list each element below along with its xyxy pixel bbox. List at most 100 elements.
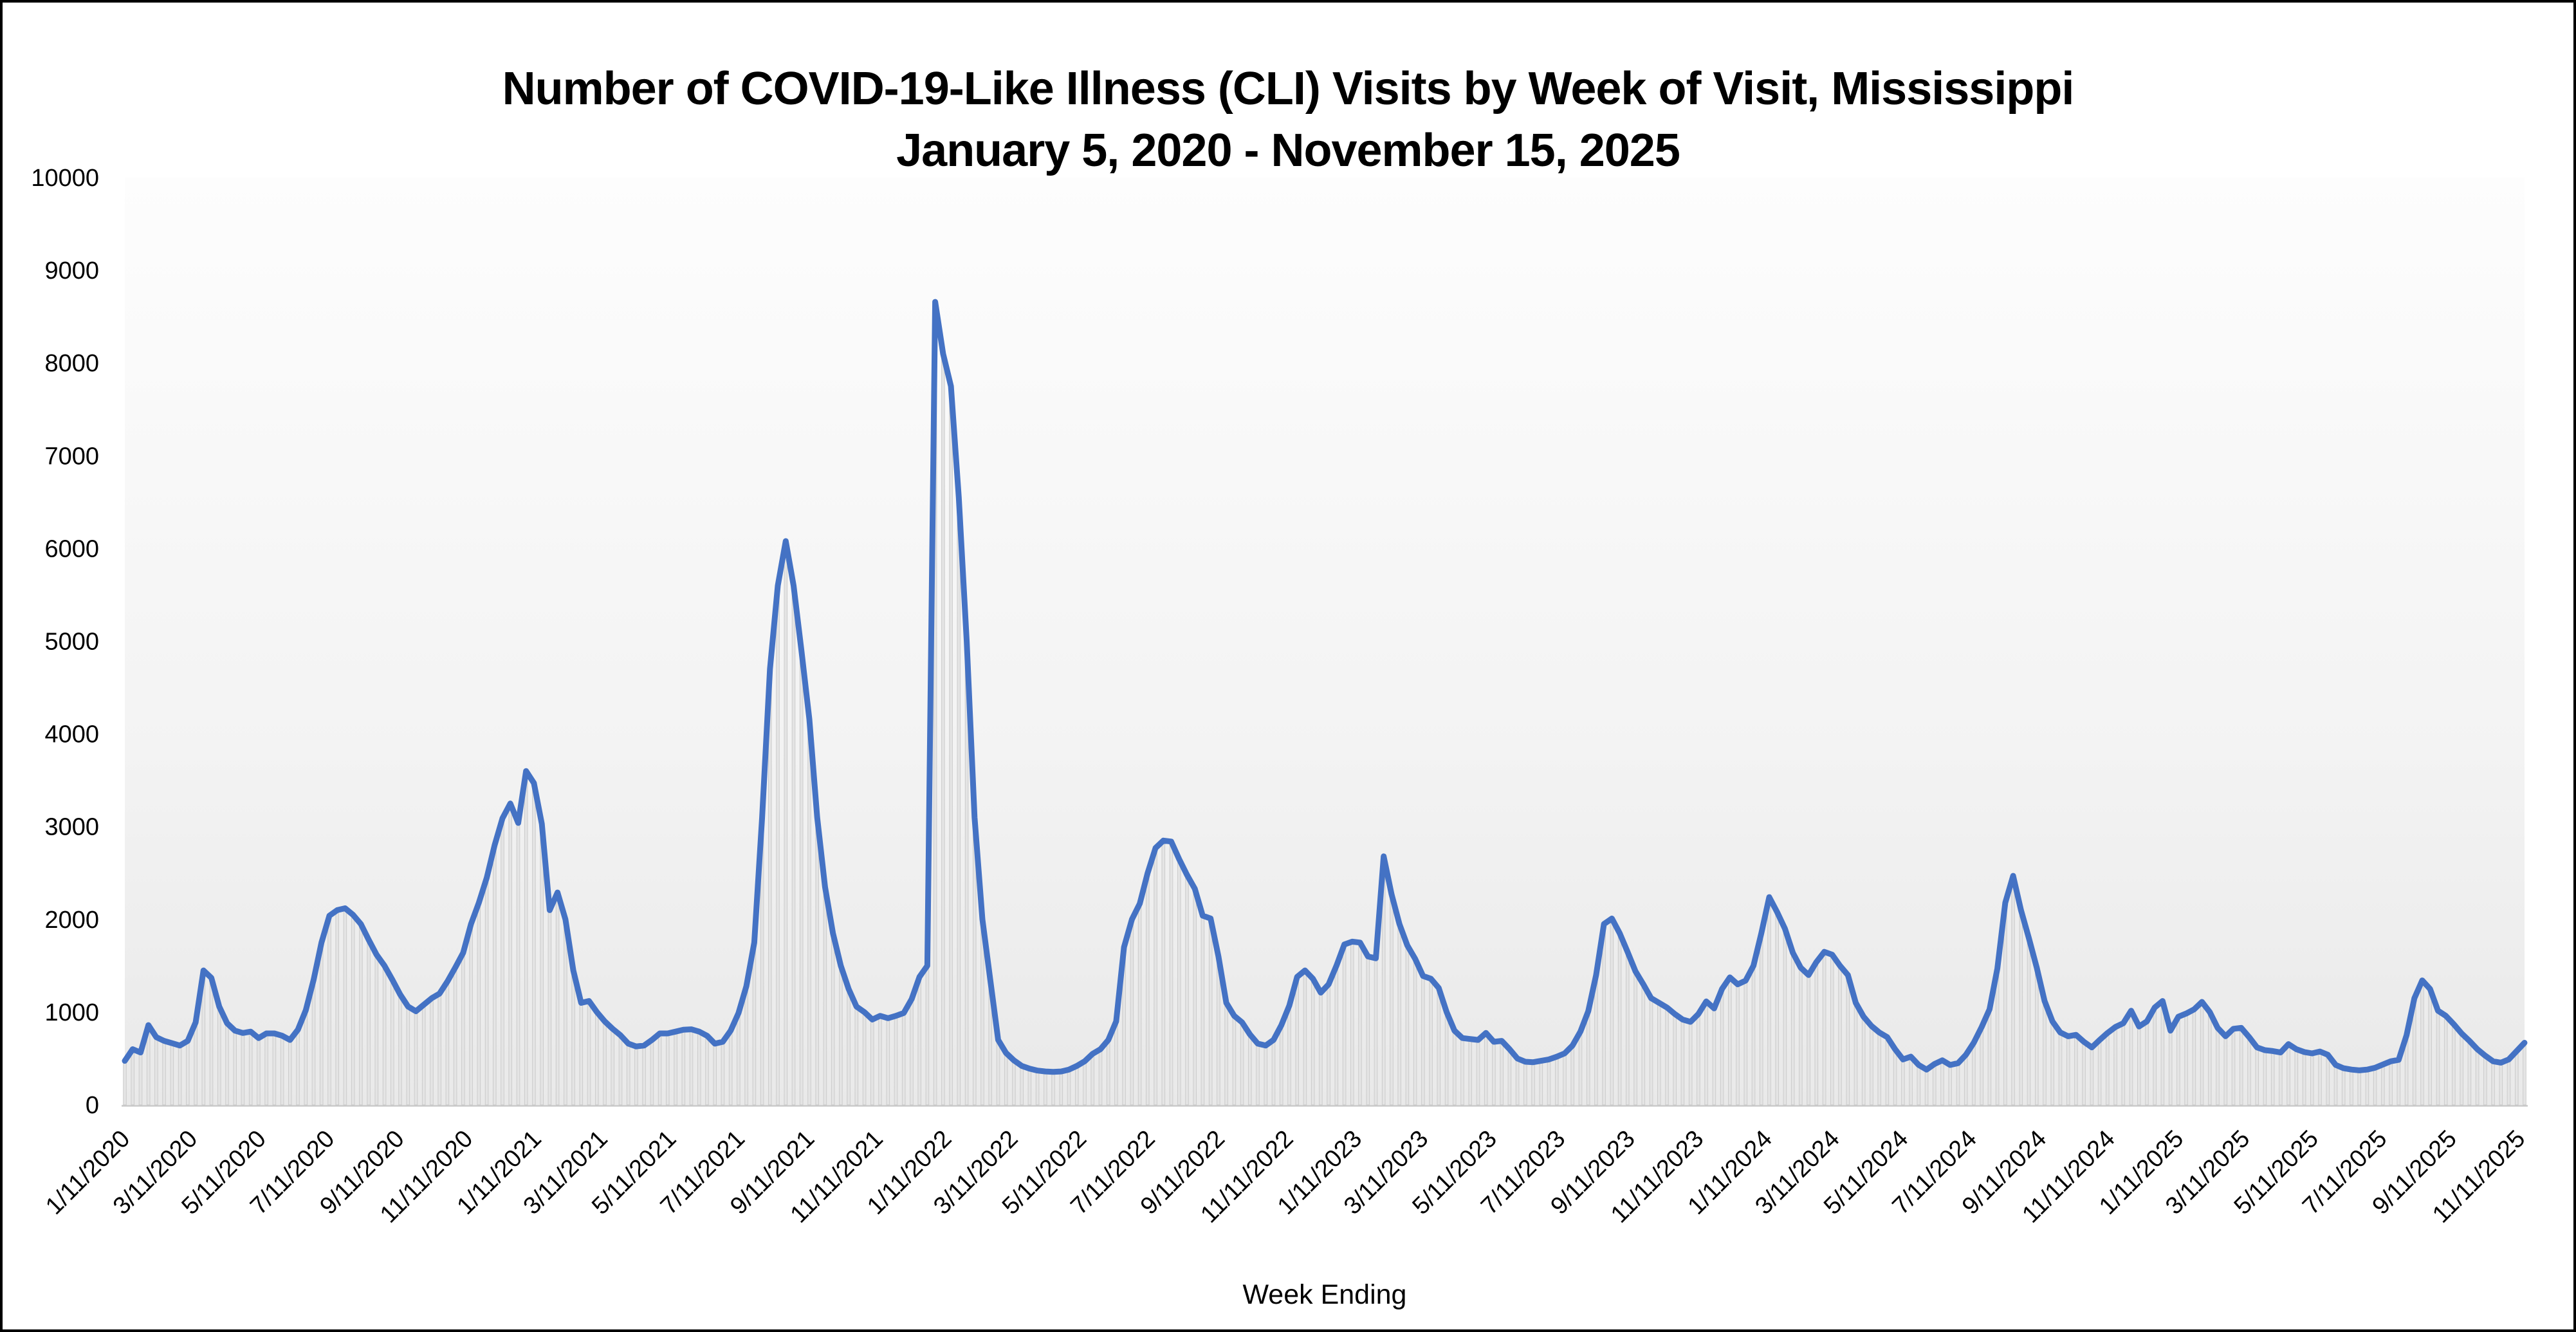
weekly-bar bbox=[1437, 987, 1441, 1105]
weekly-bar bbox=[2507, 1059, 2511, 1105]
weekly-bar bbox=[1515, 1058, 1520, 1105]
weekly-bar bbox=[123, 1060, 127, 1105]
weekly-bar bbox=[2247, 1037, 2251, 1105]
weekly-bar bbox=[1137, 903, 1142, 1105]
weekly-bar bbox=[477, 902, 481, 1105]
weekly-bar bbox=[2058, 1032, 2063, 1105]
weekly-bar bbox=[2467, 1041, 2472, 1105]
weekly-bar bbox=[1051, 1071, 1055, 1105]
weekly-bar bbox=[831, 932, 835, 1105]
weekly-bar bbox=[2310, 1053, 2314, 1105]
weekly-bar bbox=[2168, 1030, 2173, 1105]
weekly-bar bbox=[1287, 1005, 1291, 1105]
weekly-bar bbox=[1861, 1016, 1866, 1105]
weekly-bar bbox=[2066, 1035, 2070, 1105]
weekly-bar bbox=[1547, 1059, 1551, 1105]
weekly-bar bbox=[241, 1032, 245, 1105]
weekly-bar bbox=[1429, 978, 1433, 1105]
x-axis-title: Week Ending bbox=[1242, 1279, 1407, 1310]
weekly-bar bbox=[611, 1028, 615, 1105]
weekly-bar bbox=[1334, 965, 1339, 1105]
weekly-bar bbox=[1390, 894, 1394, 1105]
weekly-bar bbox=[524, 770, 528, 1105]
weekly-bar bbox=[2145, 1021, 2149, 1105]
weekly-bar bbox=[2460, 1033, 2463, 1105]
weekly-bar bbox=[2090, 1047, 2094, 1105]
weekly-bar bbox=[2153, 1007, 2157, 1105]
weekly-bar bbox=[1877, 1032, 1881, 1105]
weekly-bar bbox=[1500, 1041, 1504, 1105]
weekly-bar bbox=[2443, 1015, 2448, 1105]
weekly-bar bbox=[1044, 1071, 1047, 1105]
weekly-bar bbox=[257, 1037, 261, 1105]
weekly-bar bbox=[1319, 992, 1323, 1105]
weekly-bar bbox=[901, 1012, 906, 1105]
weekly-bar bbox=[1736, 984, 1740, 1105]
weekly-bar bbox=[1240, 1022, 1244, 1105]
weekly-bar bbox=[453, 967, 457, 1105]
weekly-bar bbox=[186, 1041, 190, 1105]
weekly-bar bbox=[501, 818, 504, 1105]
weekly-bar bbox=[2397, 1059, 2401, 1105]
weekly-bar bbox=[2357, 1069, 2361, 1105]
weekly-bar bbox=[1413, 958, 1417, 1105]
weekly-bar bbox=[744, 986, 748, 1105]
weekly-bar bbox=[752, 942, 757, 1105]
weekly-bar bbox=[1154, 847, 1157, 1105]
weekly-bar bbox=[493, 845, 497, 1105]
weekly-bar bbox=[391, 979, 394, 1105]
y-tick-label: 4000 bbox=[44, 721, 99, 748]
weekly-bar bbox=[1444, 1012, 1449, 1105]
y-tick-label: 3000 bbox=[44, 814, 99, 841]
weekly-bar bbox=[311, 979, 316, 1105]
weekly-bar bbox=[1838, 965, 1842, 1105]
weekly-bar bbox=[910, 999, 914, 1105]
weekly-bar bbox=[296, 1029, 300, 1105]
weekly-bar bbox=[1751, 965, 1756, 1105]
weekly-bar bbox=[681, 1029, 686, 1105]
weekly-bar bbox=[925, 965, 930, 1105]
weekly-bar bbox=[878, 1015, 882, 1105]
weekly-bar bbox=[280, 1035, 284, 1105]
weekly-bar bbox=[1169, 841, 1173, 1105]
weekly-bar bbox=[839, 965, 843, 1105]
weekly-bar bbox=[2137, 1026, 2141, 1105]
weekly-bar bbox=[1917, 1064, 1921, 1105]
weekly-bar bbox=[1594, 974, 1598, 1105]
weekly-bar bbox=[2239, 1027, 2243, 1105]
weekly-bar bbox=[170, 1042, 174, 1105]
weekly-bar bbox=[1067, 1069, 1071, 1105]
weekly-bar bbox=[1555, 1056, 1559, 1105]
weekly-bar bbox=[1075, 1066, 1079, 1105]
weekly-bar bbox=[1720, 988, 1724, 1105]
weekly-bar bbox=[1673, 1013, 1677, 1105]
weekly-bar bbox=[658, 1033, 662, 1105]
weekly-bar bbox=[1987, 1009, 1992, 1105]
weekly-bar bbox=[2019, 909, 2023, 1105]
chart-title-line2: January 5, 2020 - November 15, 2025 bbox=[896, 125, 1680, 176]
weekly-bar bbox=[737, 1012, 741, 1105]
weekly-bar bbox=[2286, 1044, 2290, 1105]
weekly-bar bbox=[1578, 1031, 1583, 1105]
weekly-bar bbox=[1350, 941, 1354, 1105]
weekly-bar bbox=[2208, 1012, 2212, 1105]
weekly-bar bbox=[1688, 1021, 1693, 1105]
weekly-bar bbox=[1885, 1037, 1890, 1105]
weekly-bar bbox=[1633, 971, 1637, 1105]
weekly-bar bbox=[2231, 1028, 2236, 1105]
weekly-bar bbox=[1106, 1039, 1110, 1105]
weekly-bar bbox=[2035, 967, 2039, 1105]
weekly-bar bbox=[1641, 984, 1646, 1105]
weekly-bar bbox=[2523, 1042, 2526, 1105]
y-tick-label: 7000 bbox=[44, 443, 99, 470]
weekly-bar bbox=[374, 954, 379, 1105]
weekly-bar bbox=[689, 1029, 694, 1105]
weekly-bar bbox=[445, 981, 450, 1105]
weekly-bar bbox=[784, 541, 788, 1105]
weekly-bar bbox=[957, 497, 961, 1105]
weekly-bar bbox=[2302, 1051, 2306, 1105]
weekly-bar bbox=[319, 942, 324, 1105]
weekly-bar bbox=[634, 1046, 638, 1105]
weekly-bar bbox=[1193, 888, 1197, 1105]
